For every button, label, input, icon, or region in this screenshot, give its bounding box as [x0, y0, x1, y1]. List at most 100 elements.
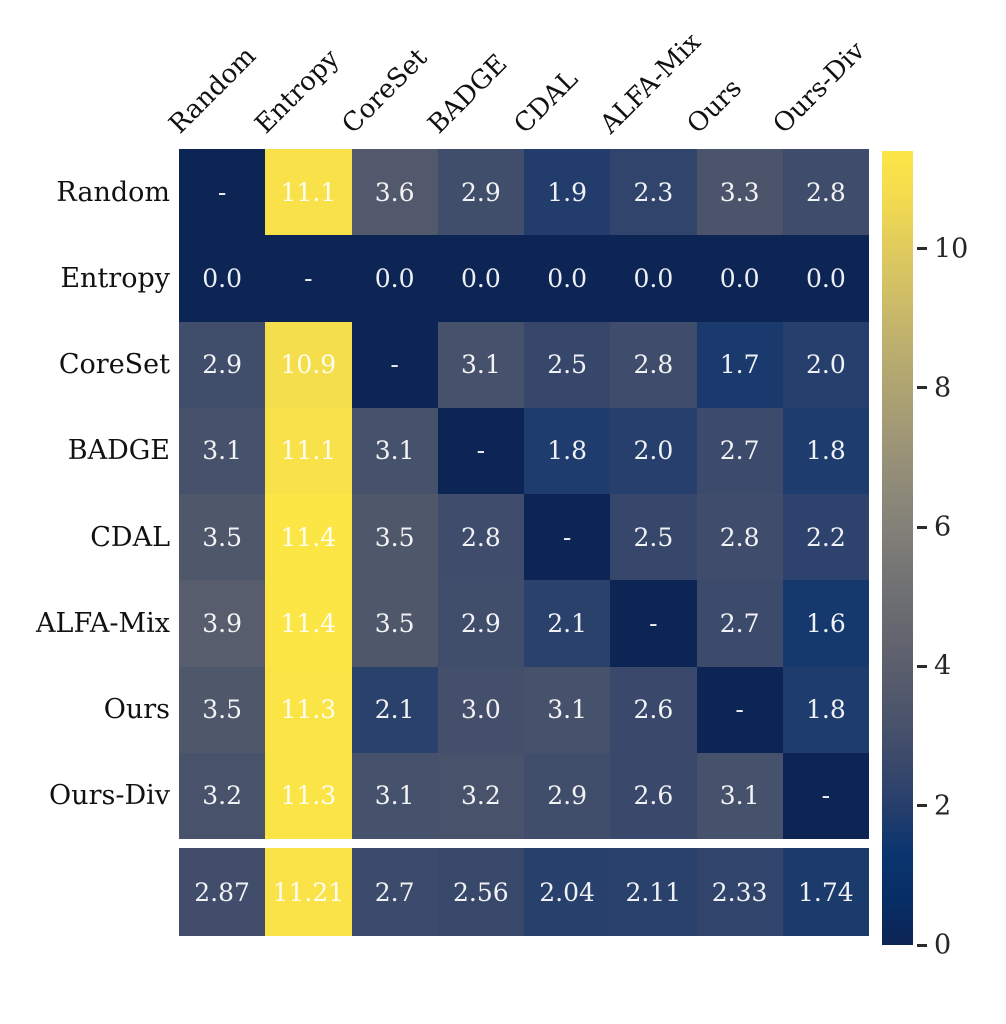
- heatmap-cell-BADGE-ALFA-Mix: 2.0: [610, 407, 697, 494]
- heatmap-cell-CDAL-CDAL: -: [524, 494, 611, 581]
- heatmap-cell-CoreSet-Entropy: 10.9: [265, 321, 352, 408]
- heatmap-cell-Ours-Div-Random: 3.2: [179, 752, 266, 839]
- column-label-Random: Random: [163, 41, 263, 140]
- heatmap-matrix: -11.1 3.6 2.9 1.9 2.3 3.3 2.8 0.0-0.0 0.0 0.0 0.0 0…: [179, 149, 869, 839]
- summary-cell-BADGE: 2.56: [437, 848, 524, 936]
- colorbar-tick-mark-8: [917, 386, 927, 390]
- column-label-Ours-Div: Ours-Div: [767, 36, 871, 140]
- heatmap-cell-CoreSet-CDAL: 2.5: [524, 321, 611, 408]
- heatmap-cell-CoreSet-Random: 2.9: [179, 321, 266, 408]
- heatmap-cell-ALFA-Mix-CoreSet: 3.5: [351, 580, 438, 667]
- heatmap-cell-Entropy-CDAL: 0.0: [524, 235, 611, 322]
- heatmap-cell-ALFA-Mix-BADGE: 2.9: [437, 580, 524, 667]
- heatmap-cell-Entropy-Ours: 0.0: [696, 235, 783, 322]
- heatmap-cell-Entropy-Random: 0.0: [179, 235, 266, 322]
- heatmap-cell-CDAL-Ours-Div: 2.2: [782, 494, 869, 581]
- row-label-CDAL: CDAL: [90, 521, 170, 553]
- heatmap-cell-Random-CoreSet: 3.6: [351, 149, 438, 236]
- column-label-Ours: Ours: [680, 73, 748, 140]
- heatmap-cell-CDAL-BADGE: 2.8: [437, 494, 524, 581]
- heatmap-cell-Ours-Div-BADGE: 3.2: [437, 752, 524, 839]
- heatmap-cell-Entropy-Entropy: -: [265, 235, 352, 322]
- heatmap-cell-CDAL-ALFA-Mix: 2.5: [610, 494, 697, 581]
- row-label-ALFA-Mix: ALFA-Mix: [36, 607, 170, 639]
- summary-cell-Entropy: 11.21: [265, 848, 352, 936]
- colorbar-tick-mark-6: [917, 525, 927, 529]
- heatmap-cell-Ours-Div-Entropy: 11.3: [265, 752, 352, 839]
- heatmap-cell-CoreSet-Ours: 1.7: [696, 321, 783, 408]
- heatmap-cell-Random-Entropy: 11.1: [265, 149, 352, 236]
- heatmap-cell-CDAL-Ours: 2.8: [696, 494, 783, 581]
- heatmap-cell-Random-ALFA-Mix: 2.3: [610, 149, 697, 236]
- heatmap-cell-Ours-Ours-Div: 1.8: [782, 666, 869, 753]
- column-label-CoreSet: CoreSet: [335, 42, 433, 140]
- heatmap-cell-Entropy-Ours-Div: 0.0: [782, 235, 869, 322]
- heatmap-cell-Ours-Entropy: 11.3: [265, 666, 352, 753]
- heatmap-cell-CoreSet-ALFA-Mix: 2.8: [610, 321, 697, 408]
- summary-cell-Ours: 2.33: [696, 848, 783, 936]
- heatmap-cell-Ours-Div-CDAL: 2.9: [524, 752, 611, 839]
- colorbar-tick-label-6: 6: [934, 511, 952, 543]
- heatmap-cell-Ours-Ours: -: [696, 666, 783, 753]
- heatmap-cell-ALFA-Mix-Random: 3.9: [179, 580, 266, 667]
- column-label-CDAL: CDAL: [508, 64, 584, 140]
- colorbar-tick-mark-10: [917, 247, 927, 250]
- colorbar-tick-label-0: 0: [934, 929, 952, 961]
- heatmap-cell-Random-Ours-Div: 2.8: [782, 149, 869, 236]
- heatmap-cell-Random-CDAL: 1.9: [524, 149, 611, 236]
- heatmap-cell-BADGE-CoreSet: 3.1: [351, 407, 438, 494]
- heatmap-summary-row: 2.87 11.21 2.7 2.56 2.04 2.11 2.33 1.74: [179, 848, 869, 936]
- heatmap-cell-BADGE-Ours-Div: 1.8: [782, 407, 869, 494]
- heatmap-cell-CoreSet-Ours-Div: 2.0: [782, 321, 869, 408]
- heatmap-cell-BADGE-Entropy: 11.1: [265, 407, 352, 494]
- colorbar-tick-label-8: 8: [934, 372, 952, 404]
- row-label-Entropy: Entropy: [60, 262, 170, 294]
- heatmap-cell-ALFA-Mix-Ours: 2.7: [696, 580, 783, 667]
- heatmap-cell-Ours-ALFA-Mix: 2.6: [610, 666, 697, 753]
- colorbar-tick-label-2: 2: [934, 790, 952, 822]
- heatmap-cell-CDAL-Random: 3.5: [179, 494, 266, 581]
- colorbar-tick-mark-2: [917, 804, 927, 808]
- heatmap-cell-CoreSet-CoreSet: -: [351, 321, 438, 408]
- heatmap-cell-Ours-Random: 3.5: [179, 666, 266, 753]
- heatmap-cell-Ours-CoreSet: 2.1: [351, 666, 438, 753]
- colorbar: [882, 151, 913, 945]
- heatmap-cell-Random-Random: -: [179, 149, 266, 236]
- row-label-CoreSet: CoreSet: [58, 349, 170, 381]
- colorbar-tick-mark-0: [917, 943, 927, 947]
- heatmap-cell-BADGE-Ours: 2.7: [696, 407, 783, 494]
- row-label-Ours: Ours: [103, 694, 170, 726]
- heatmap-cell-CDAL-Entropy: 11.4: [265, 494, 352, 581]
- summary-cell-Random: 2.87: [179, 848, 266, 936]
- heatmap-cell-Ours-BADGE: 3.0: [437, 666, 524, 753]
- column-label-BADGE: BADGE: [422, 48, 514, 140]
- heatmap-cell-Entropy-BADGE: 0.0: [437, 235, 524, 322]
- heatmap-cell-ALFA-Mix-ALFA-Mix: -: [610, 580, 697, 667]
- heatmap-cell-CoreSet-BADGE: 3.1: [437, 321, 524, 408]
- heatmap-cell-ALFA-Mix-Ours-Div: 1.6: [782, 580, 869, 667]
- summary-cell-CoreSet: 2.7: [351, 848, 438, 936]
- heatmap-cell-ALFA-Mix-Entropy: 11.4: [265, 580, 352, 667]
- heatmap-cell-ALFA-Mix-CDAL: 2.1: [524, 580, 611, 667]
- heatmap-cell-Ours-Div-ALFA-Mix: 2.6: [610, 752, 697, 839]
- heatmap-cell-Ours-Div-Ours-Div: -: [782, 752, 869, 839]
- heatmap-cell-CDAL-CoreSet: 3.5: [351, 494, 438, 581]
- heatmap-cell-Random-Ours: 3.3: [696, 149, 783, 236]
- heatmap-cell-BADGE-CDAL: 1.8: [524, 407, 611, 494]
- colorbar-tick-label-4: 4: [934, 650, 952, 682]
- row-label-Random: Random: [56, 176, 170, 208]
- summary-cell-ALFA-Mix: 2.11: [610, 848, 697, 936]
- heatmap-cell-Ours-Div-Ours: 3.1: [696, 752, 783, 839]
- summary-cell-CDAL: 2.04: [524, 848, 611, 936]
- heatmap-cell-Random-BADGE: 2.9: [437, 149, 524, 236]
- column-label-Entropy: Entropy: [249, 43, 346, 140]
- heatmap-cell-Entropy-ALFA-Mix: 0.0: [610, 235, 697, 322]
- heatmap-cell-BADGE-Random: 3.1: [179, 407, 266, 494]
- summary-cell-Ours-Div: 1.74: [782, 848, 869, 936]
- heatmap-cell-Ours-Div-CoreSet: 3.1: [351, 752, 438, 839]
- colorbar-tick-label-10: 10: [934, 233, 969, 264]
- row-label-BADGE: BADGE: [67, 435, 170, 467]
- heatmap-cell-Ours-CDAL: 3.1: [524, 666, 611, 753]
- heatmap-cell-BADGE-BADGE: -: [437, 407, 524, 494]
